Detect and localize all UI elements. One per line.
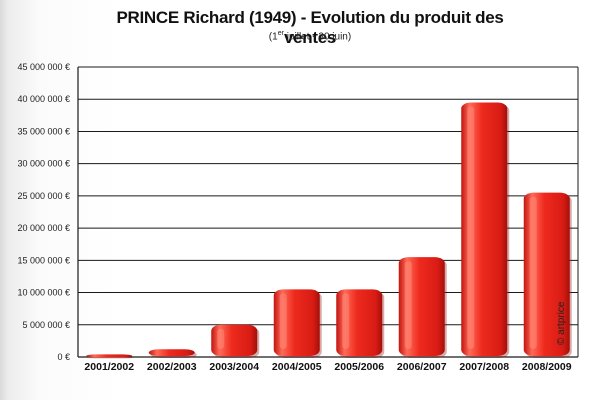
- chart-subtitle: (1er juillet - 30 juin): [180, 30, 440, 42]
- bar-highlight: [467, 106, 475, 349]
- bar-group: [461, 102, 510, 358]
- x-axis-tick-labels: 2001/2002 2002/2003 2003/2004 2004/2005 2005…: [84, 361, 571, 373]
- bar-group: [148, 349, 197, 358]
- x-tick-label: 2008/2009: [522, 361, 572, 373]
- y-tick-label: 40 000 000 €: [17, 94, 70, 104]
- subtitle-superscript: er: [277, 30, 284, 37]
- bar-group: [273, 289, 322, 358]
- y-tick-label: 20 000 000 €: [17, 223, 70, 233]
- y-tick-label: 15 000 000 €: [17, 255, 70, 265]
- credit-label: © artprice: [556, 301, 567, 346]
- bars: [86, 102, 572, 359]
- bar-group: [336, 289, 385, 358]
- subtitle-suffix: juillet - 30 juin): [283, 31, 352, 43]
- bar-highlight: [404, 261, 412, 349]
- axes: [77, 67, 579, 358]
- x-tick-label: 2001/2002: [84, 361, 134, 373]
- bar-highlight: [529, 196, 537, 349]
- bar-highlight: [279, 293, 287, 349]
- bar-group: [211, 324, 260, 358]
- y-tick-label: 25 000 000 €: [17, 191, 70, 201]
- subtitle-prefix: (1: [268, 31, 278, 43]
- y-tick-label: 30 000 000 €: [17, 159, 70, 169]
- y-tick-label: 10 000 000 €: [17, 288, 70, 298]
- x-tick-label: 2002/2003: [147, 361, 197, 373]
- y-tick-label: 5 000 000 €: [22, 320, 70, 330]
- y-tick-label: 0 €: [57, 352, 70, 362]
- bar-group: [398, 257, 447, 358]
- bar-group: [86, 354, 135, 359]
- chart-title: PRINCE Richard (1949) - Evolution du pro…: [116, 8, 504, 47]
- bar-highlight: [217, 328, 225, 349]
- y-axis-tick-labels: 0 € 5 000 000 € 10 000 000 € 15 000 000 € 20…: [17, 62, 70, 362]
- bar-group: [523, 192, 572, 358]
- bar-highlight: [342, 293, 350, 349]
- bar: [148, 349, 195, 356]
- y-tick-label: 45 000 000 €: [17, 62, 70, 72]
- x-tick-label: 2003/2004: [209, 361, 259, 373]
- x-tick-label: 2006/2007: [397, 361, 447, 373]
- x-tick-label: 2004/2005: [272, 361, 322, 373]
- x-tick-label: 2005/2006: [334, 361, 384, 373]
- bar: [86, 354, 133, 358]
- y-tick-label: 35 000 000 €: [17, 126, 70, 136]
- x-tick-label: 2007/2008: [459, 361, 509, 373]
